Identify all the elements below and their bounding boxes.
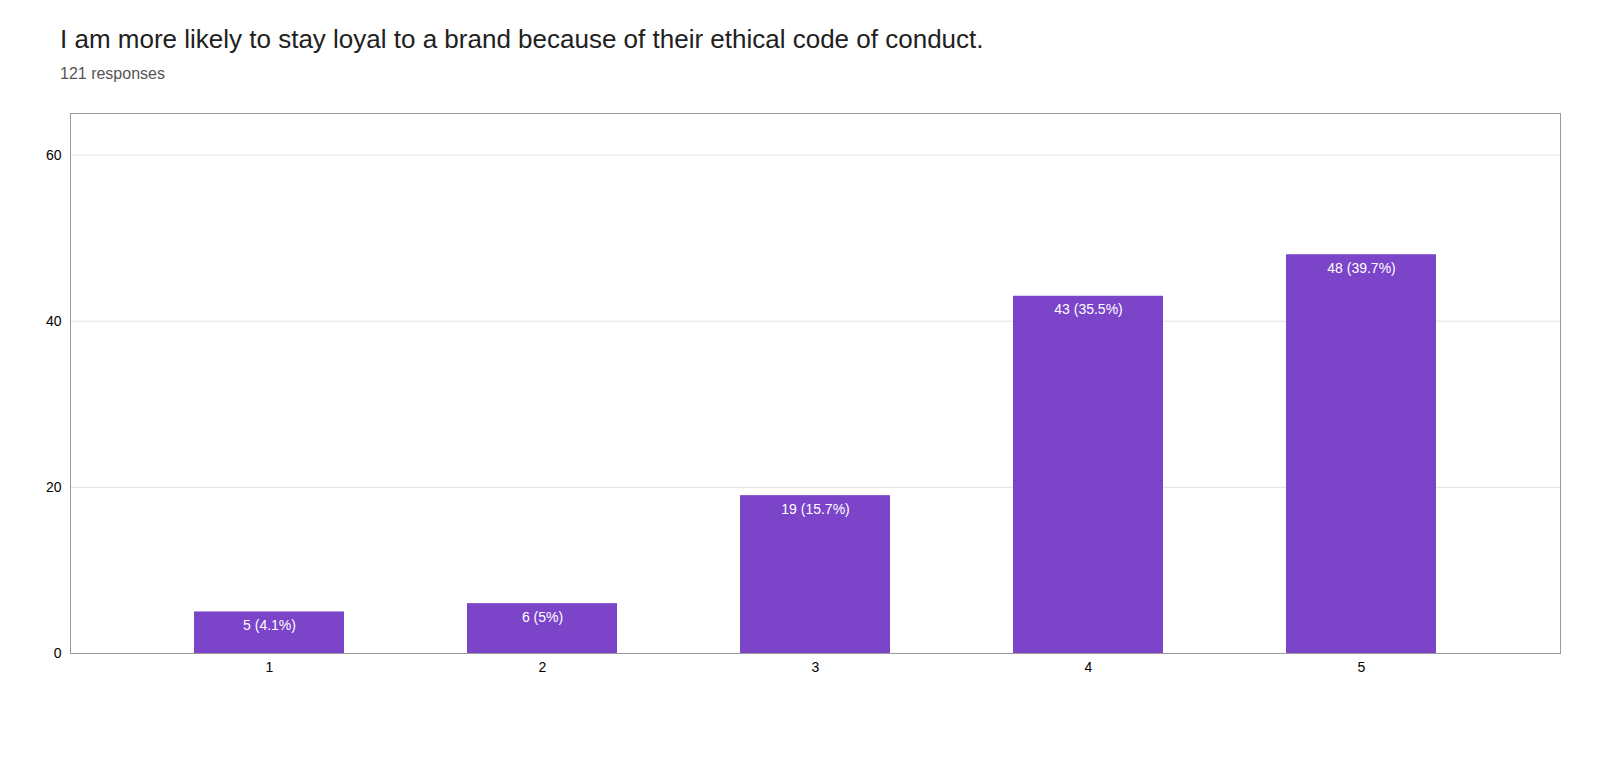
svg-text:0: 0 <box>54 645 62 661</box>
html-text:I am more likely to stay loyal: I am more likely to stay loyal to a bran… <box>60 24 984 54</box>
svg-text:20: 20 <box>46 479 62 495</box>
svg-text:48 (39.7%): 48 (39.7%) <box>1327 260 1395 276</box>
svg-text:2: 2 <box>539 659 547 675</box>
html-text:121 responses: 121 responses <box>60 65 165 82</box>
svg-text:19 (15.7%): 19 (15.7%) <box>781 501 849 517</box>
svg-text:5 (4.1%): 5 (4.1%) <box>243 617 296 633</box>
svg-text:4: 4 <box>1085 659 1093 675</box>
svg-text:43 (35.5%): 43 (35.5%) <box>1054 301 1122 317</box>
svg-text:6 (5%): 6 (5%) <box>522 609 563 625</box>
svg-text:1: 1 <box>266 659 274 675</box>
svg-text:3: 3 <box>812 659 820 675</box>
svg-text:40: 40 <box>46 313 62 329</box>
svg-text:5: 5 <box>1358 659 1366 675</box>
svg-text:60: 60 <box>46 147 62 163</box>
